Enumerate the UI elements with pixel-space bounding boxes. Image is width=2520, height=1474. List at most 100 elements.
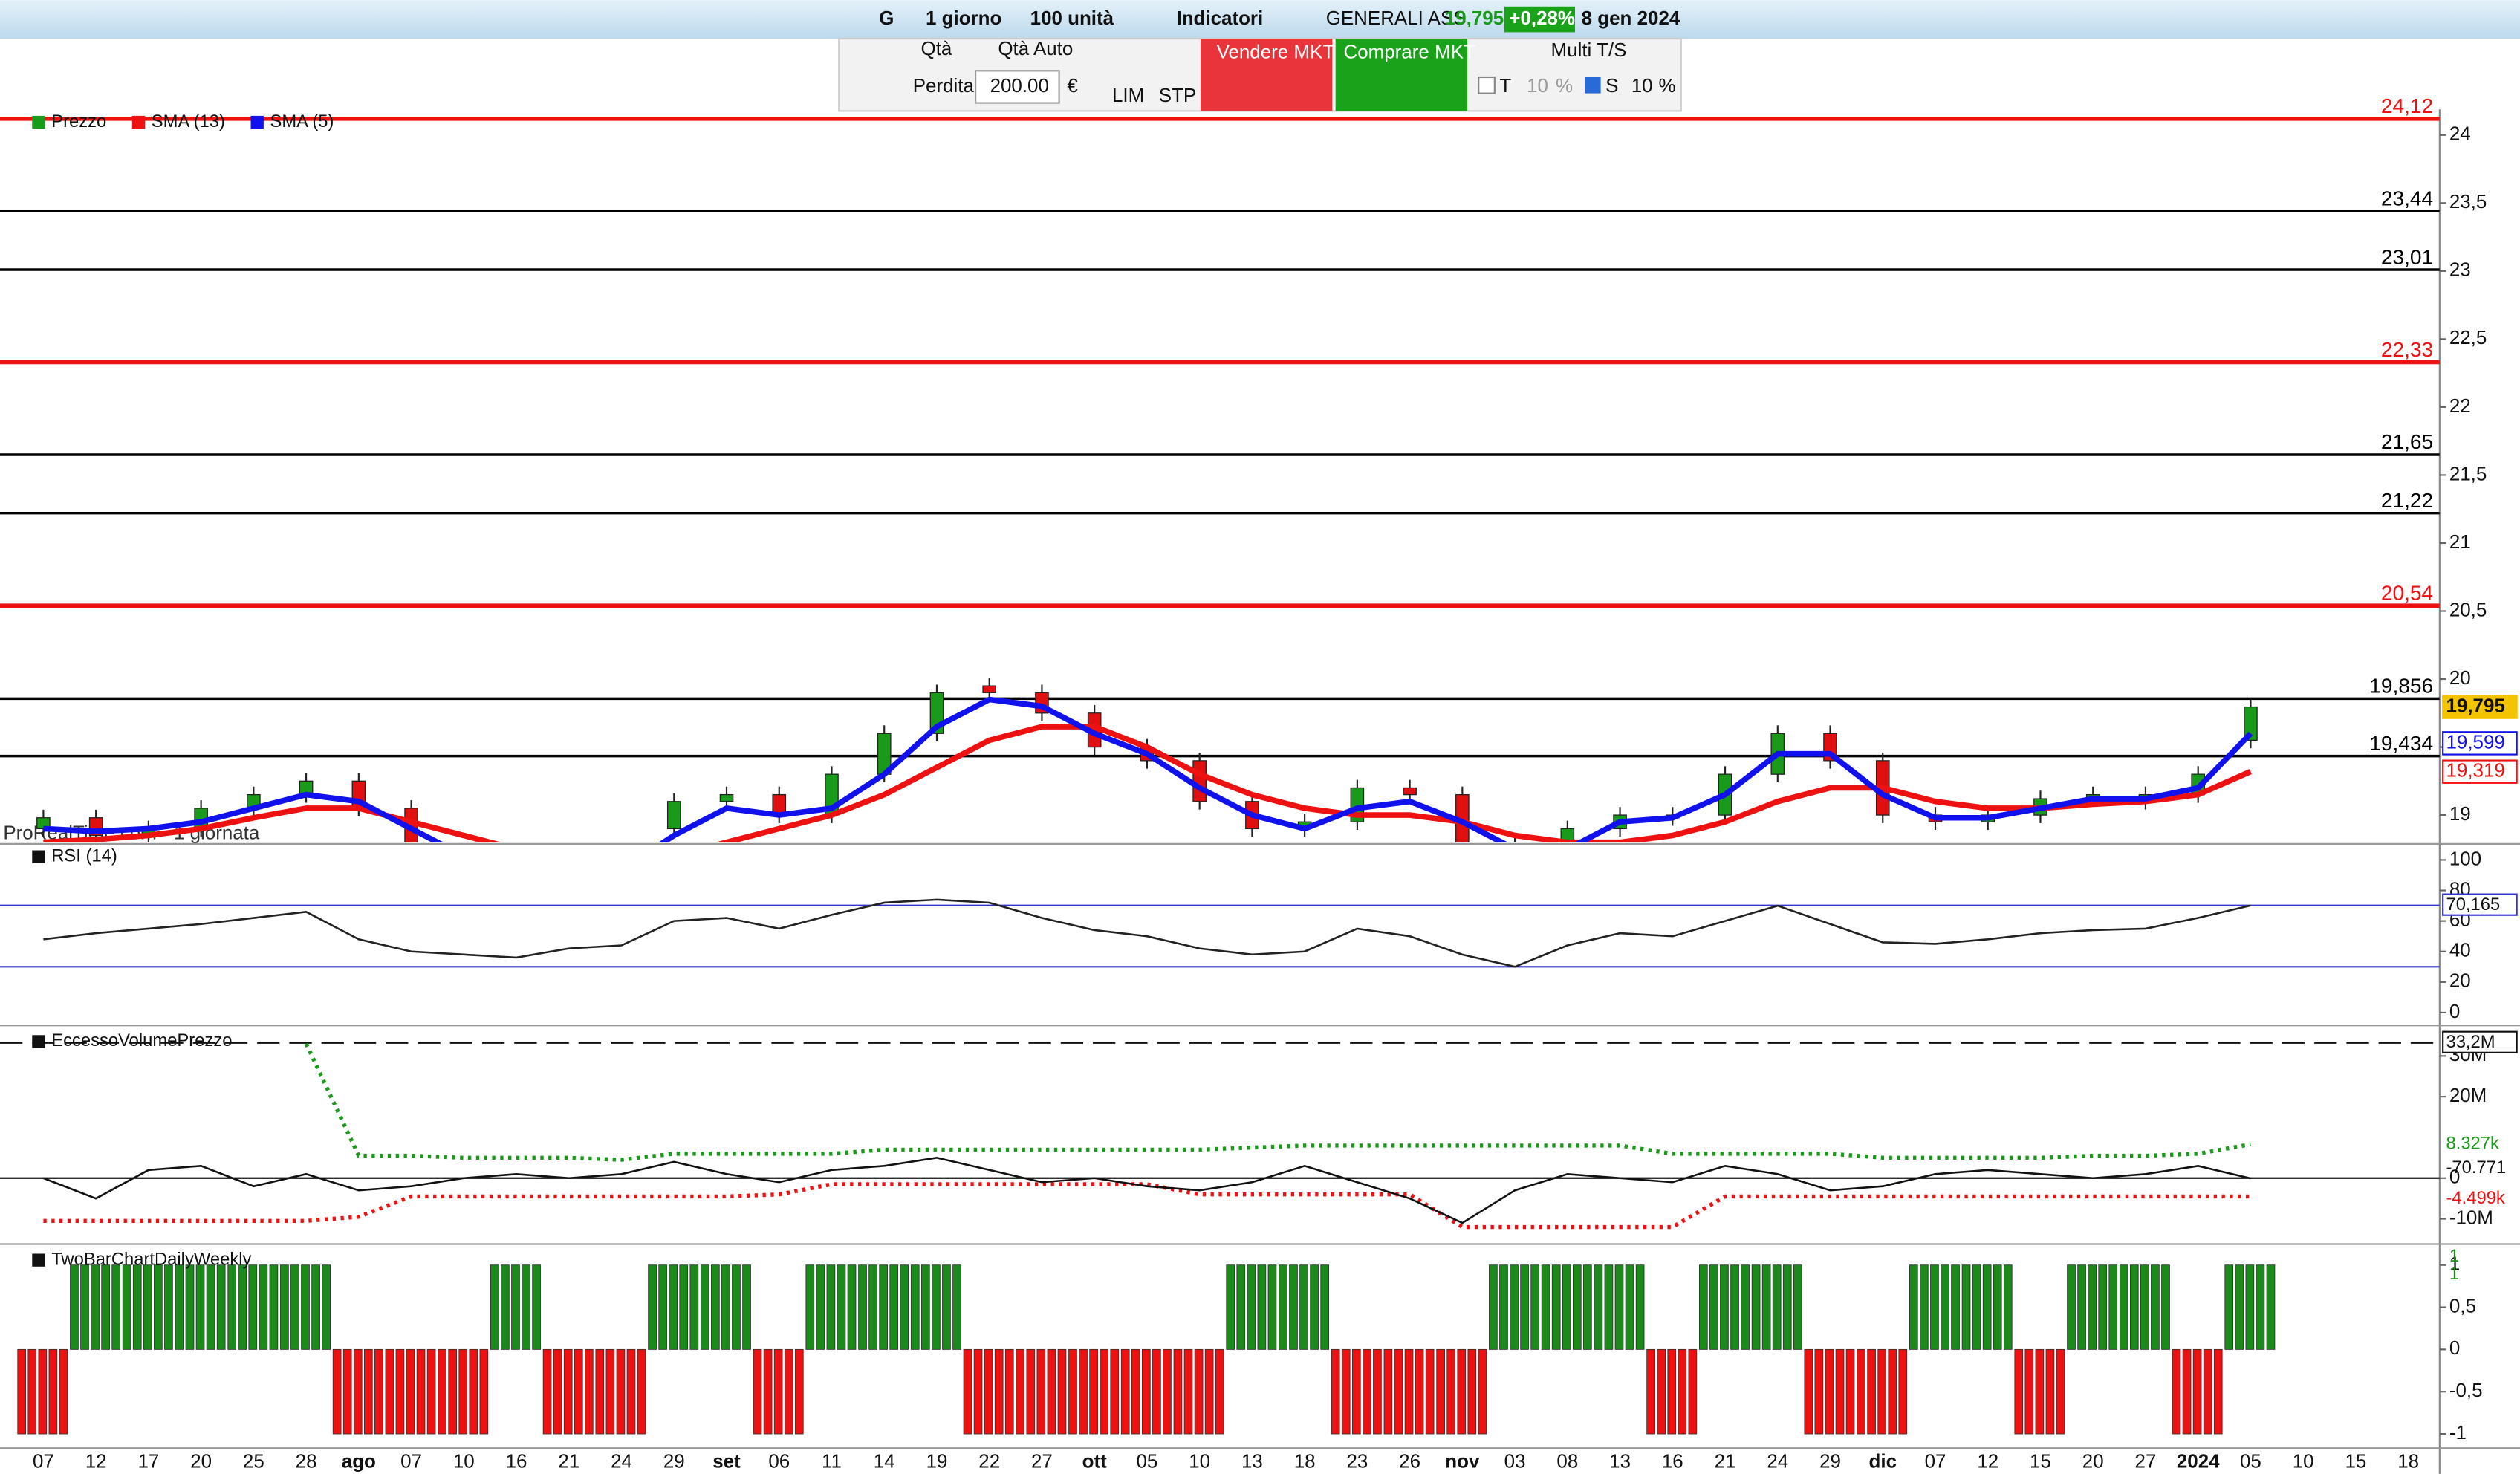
candle [2244, 706, 2258, 741]
x-tick-label: 22 [978, 1452, 1000, 1473]
bar [395, 1348, 405, 1435]
y-tick-label: 20,5 [2449, 600, 2487, 620]
s-check[interactable] [1584, 77, 1601, 94]
t-unit: % [1556, 76, 1573, 97]
bar [1909, 1264, 1918, 1350]
x-tick-label: 20 [190, 1452, 212, 1473]
bar [1951, 1264, 1960, 1350]
plot [0, 116, 2440, 842]
y-tick-label: 21 [2449, 532, 2471, 553]
t[interactable]: T [1499, 76, 1511, 97]
level-label: 21,22 [2381, 489, 2433, 512]
bar [584, 1348, 594, 1435]
x-tick-label: 10 [1189, 1452, 1210, 1473]
t-value[interactable]: 10 [1527, 76, 1548, 97]
bar [1961, 1264, 1971, 1350]
price-tag-label: 19,319 [2446, 761, 2504, 782]
x-tick-label: 21 [558, 1452, 579, 1473]
bar [322, 1264, 331, 1350]
t-check[interactable] [1478, 76, 1496, 94]
bar [1131, 1348, 1140, 1435]
x-tick-label: 28 [296, 1452, 317, 1473]
bar [742, 1264, 751, 1350]
period-letter[interactable]: G [879, 8, 894, 29]
bar [1646, 1348, 1655, 1435]
bar [2098, 1264, 2108, 1350]
plot [0, 898, 2440, 968]
last-price: 19,795 [1445, 8, 1504, 29]
bar [290, 1264, 299, 1350]
lim[interactable]: LIM [1112, 85, 1144, 106]
x-tick-label: 29 [663, 1452, 685, 1473]
y-tick-label: 0 [2449, 1001, 2460, 1022]
bar [616, 1348, 626, 1435]
bar [1857, 1348, 1865, 1435]
sell-button[interactable] [1200, 39, 1333, 111]
x-tick-label: 05 [1136, 1452, 1157, 1473]
bar [1004, 1348, 1014, 1435]
bar [311, 1264, 320, 1350]
toolbar-items[interactable]: G 1 giorno 100 unità Indicatori GENERALI… [879, 6, 1680, 33]
loss-value[interactable]: 200.00 [990, 76, 1049, 97]
units[interactable]: 100 unità [1030, 8, 1114, 29]
stp[interactable]: STP [1159, 85, 1196, 106]
sma-line [43, 724, 2252, 842]
qty[interactable]: Qtà [921, 39, 952, 59]
y-tick-label: 22 [2449, 396, 2471, 417]
y-tick-label: 1 [2449, 1254, 2460, 1275]
bar [17, 1348, 27, 1435]
bar [195, 1264, 205, 1350]
bar [2224, 1264, 2234, 1350]
buy-button[interactable] [1335, 39, 1468, 111]
timeframe[interactable]: 1 giorno [926, 8, 1001, 29]
bar [1373, 1348, 1382, 1435]
bar [1257, 1264, 1267, 1350]
x-tick-label: 17 [137, 1452, 159, 1473]
indicators[interactable]: Indicatori [1177, 8, 1264, 29]
loss-input[interactable] [975, 70, 1060, 104]
bar [1530, 1264, 1539, 1350]
bar [1489, 1264, 1498, 1350]
legend-label: SMA (5) [270, 111, 334, 132]
bar [1351, 1348, 1361, 1435]
bar [2192, 1348, 2202, 1435]
bar [2024, 1348, 2034, 1435]
bar [1888, 1348, 1897, 1435]
bar [416, 1348, 426, 1435]
y-tick-label: 20 [2449, 668, 2471, 689]
bar [1867, 1348, 1876, 1435]
bar [1541, 1264, 1550, 1350]
s[interactable]: S [1605, 76, 1618, 97]
bar [847, 1264, 857, 1350]
bar [2077, 1264, 2086, 1350]
bar [342, 1348, 352, 1435]
bar [1152, 1348, 1161, 1435]
price-tag [2442, 731, 2518, 756]
bar [805, 1264, 815, 1350]
sma-line [43, 696, 2253, 842]
bar [1920, 1264, 1929, 1350]
bar [1730, 1264, 1739, 1350]
s-value[interactable]: 10 [1631, 76, 1653, 97]
instrument[interactable]: GENERALI ASS [1326, 8, 1467, 29]
bar [2245, 1264, 2255, 1350]
level-label: 23,01 [2381, 245, 2433, 268]
candle [666, 801, 681, 830]
x-tick-label: 07 [33, 1452, 54, 1473]
bar [553, 1348, 562, 1435]
x-tick-label: 23 [1346, 1452, 1368, 1473]
bar [1267, 1264, 1277, 1350]
buy[interactable]: Comprare MKT [1343, 42, 1475, 62]
qty-auto[interactable]: Qtà Auto [998, 39, 1073, 59]
plot [17, 1264, 2276, 1435]
bar [2014, 1348, 2024, 1435]
bar [59, 1348, 68, 1435]
sell[interactable]: Vendere MKT [1217, 42, 1335, 62]
bar [1572, 1264, 1582, 1350]
bar [626, 1348, 636, 1435]
value-tag: 1 [2449, 1246, 2459, 1266]
multi[interactable]: Multi T/S [1551, 40, 1627, 61]
x-tick-label: 05 [2240, 1452, 2261, 1473]
bar [1614, 1264, 1624, 1350]
candle [1403, 787, 1417, 796]
